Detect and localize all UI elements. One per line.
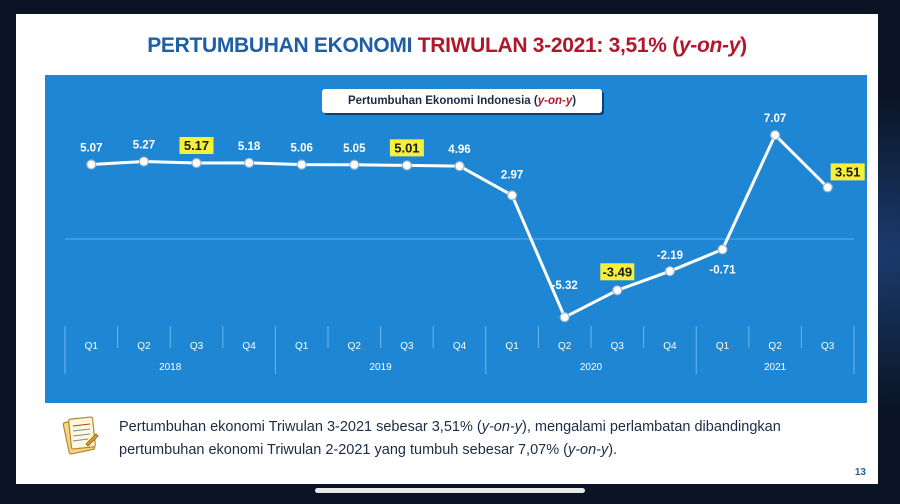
data-point bbox=[717, 244, 728, 255]
data-label: 5.27 bbox=[133, 140, 155, 152]
quarter-label: Q2 bbox=[558, 341, 572, 352]
data-label: 5.05 bbox=[343, 143, 366, 155]
year-label: 2021 bbox=[764, 362, 787, 373]
data-label: 7.07 bbox=[764, 113, 786, 125]
title-part-red-text: TRIWULAN 3-2021: 3,51% ( bbox=[417, 34, 680, 57]
home-indicator bbox=[315, 488, 585, 493]
highlight-box bbox=[830, 163, 865, 181]
note-text-2: ), mengalami perlambatan dibandingkan pe… bbox=[119, 419, 781, 458]
data-label: 4.96 bbox=[448, 144, 470, 156]
chart-subtitle-main: Pertumbuhan Ekonomi Indonesia ( bbox=[347, 95, 538, 107]
data-label: 5.06 bbox=[291, 143, 313, 155]
data-label: 5.18 bbox=[238, 141, 261, 153]
data-point bbox=[191, 157, 202, 169]
year-label: 2019 bbox=[369, 362, 392, 373]
page-number: 13 bbox=[854, 467, 866, 478]
chart-subtitle-close: ) bbox=[572, 95, 577, 107]
quarter-label: Q3 bbox=[400, 341, 414, 352]
quarter-label: Q2 bbox=[348, 341, 362, 352]
data-point bbox=[86, 159, 97, 170]
data-point bbox=[349, 159, 360, 170]
quarter-label: Q4 bbox=[242, 341, 256, 352]
quarter-label: Q1 bbox=[505, 341, 519, 352]
data-point bbox=[401, 160, 412, 171]
data-label: 5.07 bbox=[80, 142, 102, 154]
slide: PERTUMBUHAN EKONOMI TRIWULAN 3-2021: 3,5… bbox=[16, 14, 878, 484]
quarter-label: Q2 bbox=[768, 341, 782, 352]
note-italic-1: y-on-y bbox=[481, 419, 523, 435]
data-label: 2.97 bbox=[501, 169, 523, 181]
data-point bbox=[244, 157, 255, 168]
data-label: -5.32 bbox=[552, 280, 578, 292]
line-chart: 2018 2019 2020 2021 Q1 Q2 Q3 Q4 Q1 Q2 Q3 Q4 Q1 Q2 Q3 Q4… bbox=[64, 113, 865, 374]
quarter-label: Q2 bbox=[137, 341, 151, 352]
data-point bbox=[664, 266, 676, 277]
quarter-label: Q3 bbox=[821, 341, 835, 352]
slide-title: PERTUMBUHAN EKONOMI TRIWULAN 3-2021: 3,5… bbox=[16, 34, 878, 58]
notepad-icon bbox=[62, 416, 99, 455]
note-text-3: ). bbox=[608, 442, 618, 458]
quarter-label: Q4 bbox=[663, 341, 677, 352]
highlight-box bbox=[600, 263, 635, 281]
data-point bbox=[296, 159, 307, 170]
title-part-italic: y-on-y bbox=[678, 34, 741, 57]
data-label: 3.51 bbox=[835, 164, 860, 179]
data-point bbox=[612, 285, 623, 296]
summary-note: Pertumbuhan ekonomi Triwulan 3-2021 sebe… bbox=[119, 416, 819, 462]
quarter-label: Q3 bbox=[190, 341, 204, 352]
data-point bbox=[507, 190, 518, 201]
year-label: 2018 bbox=[159, 362, 182, 373]
quarter-label: Q3 bbox=[611, 341, 625, 352]
data-point bbox=[138, 156, 150, 167]
data-point bbox=[454, 160, 465, 172]
title-part-close: ) bbox=[740, 34, 747, 57]
data-label: 5.17 bbox=[184, 138, 209, 153]
data-point bbox=[822, 182, 833, 193]
quarter-label: Q1 bbox=[85, 341, 99, 352]
highlight-box bbox=[389, 139, 424, 157]
chart-subtitle: Pertumbuhan Ekonomi Indonesia (y-on-y) bbox=[322, 89, 602, 113]
quarter-label: Q1 bbox=[295, 341, 309, 352]
title-part-red: TRIWULAN 3-2021: 3,51% (y-on-y) bbox=[418, 34, 747, 57]
data-label: 5.01 bbox=[394, 140, 419, 155]
note-text-1: Pertumbuhan ekonomi Triwulan 3-2021 sebe… bbox=[119, 419, 482, 435]
data-point bbox=[769, 129, 781, 141]
title-part-blue: PERTUMBUHAN EKONOMI bbox=[147, 34, 418, 57]
data-point bbox=[559, 312, 570, 323]
quarter-label: Q1 bbox=[716, 341, 730, 352]
data-label: -2.19 bbox=[657, 250, 683, 262]
data-label: -3.49 bbox=[602, 264, 632, 279]
highlight-box bbox=[179, 137, 214, 155]
note-italic-2: y-on-y bbox=[567, 442, 609, 458]
year-label: 2020 bbox=[580, 362, 603, 373]
data-label: -0.71 bbox=[709, 264, 736, 276]
quarter-label: Q4 bbox=[453, 341, 467, 352]
chart-subtitle-italic: y-on-y bbox=[537, 95, 573, 107]
